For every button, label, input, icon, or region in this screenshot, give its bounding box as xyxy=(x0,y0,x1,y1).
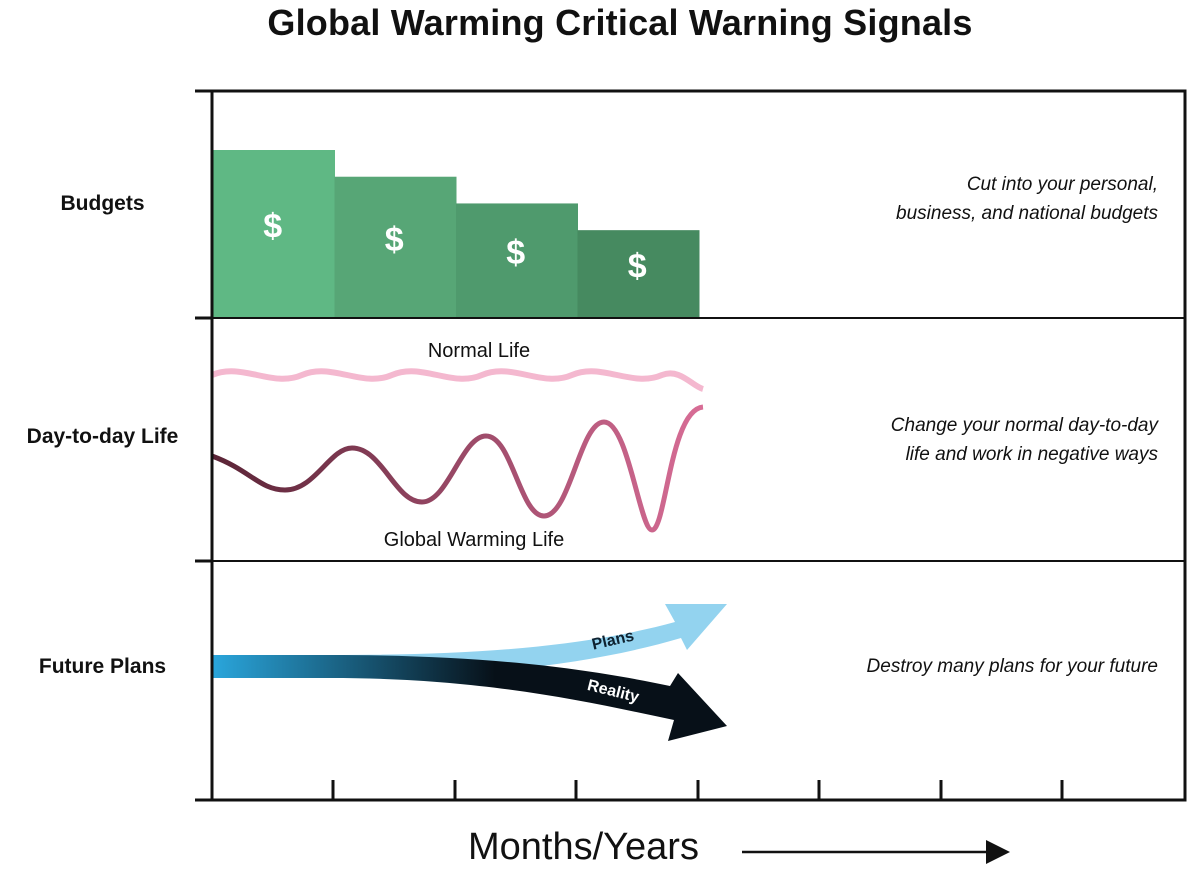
description-future-plans: Destroy many plans for your future xyxy=(866,656,1158,677)
description-day-to-day-life: Change your normal day-to-day life and w… xyxy=(890,415,1158,465)
dollar-sign-icon: $ xyxy=(506,234,525,272)
reality-arrow xyxy=(212,655,727,741)
row-label-future-plans: Future Plans xyxy=(38,655,167,678)
budget-bar xyxy=(334,176,457,317)
row-label-budgets: Budgets xyxy=(60,192,145,215)
normal-life-wave xyxy=(210,368,705,392)
global-warming-life-label: Global Warming Life xyxy=(384,529,564,551)
chart-title: Global Warming Critical Warning Signals xyxy=(267,2,973,43)
x-axis-arrowhead-icon xyxy=(986,840,1010,864)
dollar-sign-icon: $ xyxy=(385,221,404,259)
global-warming-life-wave xyxy=(211,404,704,533)
budget-bars: $ $ $ $ xyxy=(213,150,700,317)
budget-bar xyxy=(456,203,578,317)
x-axis-label: Months/Years xyxy=(468,826,699,868)
dollar-sign-icon: $ xyxy=(628,248,647,286)
description-budgets: Cut into your personal, business, and na… xyxy=(896,174,1158,224)
budget-bar xyxy=(213,150,335,317)
normal-life-label: Normal Life xyxy=(428,340,530,362)
dollar-sign-icon: $ xyxy=(263,208,282,246)
budget-bar xyxy=(577,230,700,317)
row-label-day-to-day-life: Day-to-day Life xyxy=(26,425,179,448)
